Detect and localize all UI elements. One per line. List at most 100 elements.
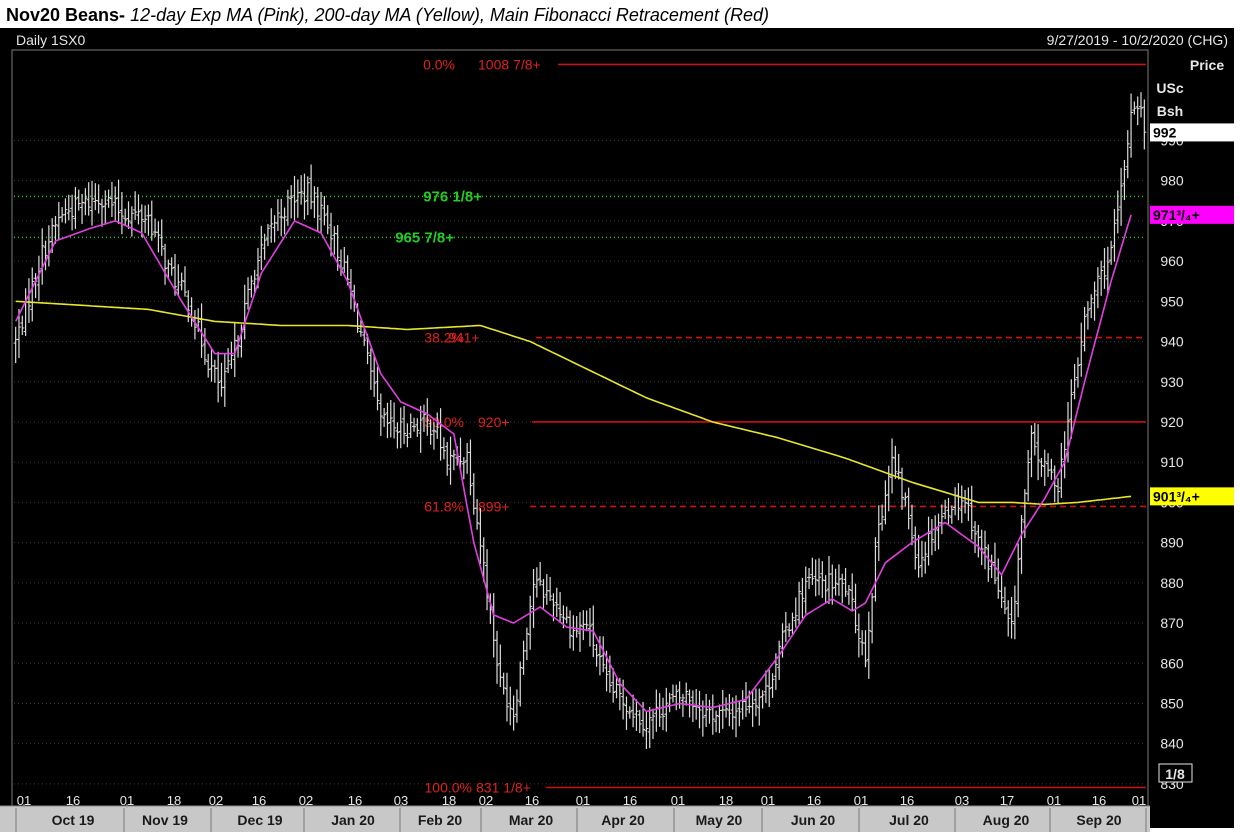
price-bar — [375, 366, 380, 411]
price-bar — [504, 672, 509, 722]
price-bar — [757, 688, 762, 726]
price-bar — [813, 559, 818, 597]
price-bar — [843, 567, 848, 597]
day-tick-label: 01 — [761, 793, 775, 808]
day-tick-label: 01 — [671, 793, 685, 808]
price-bar — [880, 504, 885, 531]
fib-level-label: 1008 7/8+ — [478, 56, 541, 72]
time-axis: 01 16 01 18 02 16 02 16 03 18 02 16 01 16 01 18 01 16 01 16… — [0, 793, 1150, 832]
chart-title-description: 12-day Exp MA (Pink), 200-day MA (Yellow… — [125, 5, 769, 25]
fib-level-label: 941+ — [448, 330, 480, 346]
price-bar — [431, 422, 436, 450]
price-bar — [99, 198, 104, 227]
price-bar — [966, 487, 971, 521]
price-bar — [358, 320, 363, 337]
month-label: Oct 19 — [52, 812, 95, 828]
price-bar — [1019, 515, 1024, 574]
price-bar — [1119, 167, 1124, 226]
day-tick-label: 16 — [807, 793, 821, 808]
price-bar — [568, 610, 573, 649]
price-bar — [973, 521, 978, 554]
price-bar — [1099, 260, 1104, 296]
price-bar — [753, 688, 758, 717]
price-bar — [1089, 294, 1094, 319]
ema12-line — [14, 214, 1132, 713]
price-bar — [415, 418, 420, 437]
price-bar — [979, 529, 984, 566]
price-bar — [787, 623, 792, 638]
price-bar — [601, 636, 606, 673]
price-bar — [1085, 301, 1090, 330]
price-bar — [372, 354, 377, 397]
fraction-box — [1158, 763, 1193, 783]
price-bar — [647, 706, 652, 749]
price-bar — [697, 690, 702, 729]
month-label: Jun 20 — [791, 812, 836, 828]
price-bar — [790, 612, 795, 635]
price-bar — [687, 689, 692, 718]
price-bar — [468, 439, 473, 496]
price-bar — [116, 179, 121, 224]
chart-background — [0, 28, 1234, 828]
price-bar — [322, 196, 327, 226]
price-bar — [919, 540, 924, 578]
price-bar — [495, 630, 500, 684]
price-bar — [541, 578, 546, 609]
price-bar — [265, 223, 270, 247]
price-bar — [226, 348, 231, 374]
price-bar — [737, 700, 742, 727]
price-bar — [783, 611, 788, 642]
price-tick-label: 870 — [1160, 615, 1184, 631]
price-bar — [146, 204, 151, 236]
price-bar — [305, 176, 310, 216]
day-tick-label: 18 — [442, 793, 456, 808]
price-bar — [634, 699, 639, 731]
price-bar — [704, 693, 709, 727]
price-bar — [724, 697, 729, 718]
month-label: Dec 19 — [237, 812, 282, 828]
price-tick-label: 940 — [1160, 334, 1184, 350]
price-bar — [1056, 478, 1061, 504]
price-bar — [289, 185, 294, 219]
price-bar — [176, 264, 181, 296]
last-price-tag-label: 992 — [1153, 124, 1177, 140]
price-bar — [133, 191, 138, 220]
price-bar — [909, 504, 914, 546]
price-bar — [106, 189, 111, 208]
price-bar — [222, 353, 227, 407]
price-bar — [392, 402, 397, 439]
price-bar — [90, 180, 95, 226]
price-bar — [684, 682, 689, 706]
day-tick-label: 16 — [900, 793, 914, 808]
price-bar — [1122, 159, 1127, 201]
price-bar — [800, 577, 805, 619]
price-bar — [797, 581, 802, 625]
price-bar — [1002, 586, 1007, 615]
price-bar — [481, 537, 486, 582]
price-bar — [949, 505, 954, 524]
price-bar — [803, 566, 808, 614]
price-bar — [943, 499, 948, 520]
chart-header-right: 9/27/2019 - 10/2/2020 (CHG) — [1047, 32, 1228, 48]
day-tick-label: 17 — [1000, 793, 1014, 808]
price-bar — [1115, 190, 1120, 234]
price-bars — [13, 92, 1147, 749]
price-bar — [103, 190, 108, 225]
price-bar — [518, 661, 523, 707]
price-chart[interactable]: Daily 1SX0 9/27/2019 - 10/2/2020 (CHG) 0… — [0, 28, 1240, 832]
price-bar — [395, 422, 400, 449]
fib-level-label: 920+ — [478, 414, 510, 430]
price-bar — [1135, 96, 1140, 126]
price-axis-label-line-2: USc — [1156, 80, 1183, 96]
time-axis-background — [0, 806, 1150, 832]
price-bar — [584, 610, 589, 632]
price-bar — [554, 587, 559, 617]
fib-extension-label: 976 1/8+ — [423, 188, 482, 205]
grid-lines — [14, 139, 1146, 785]
day-tick-label: 18 — [167, 793, 181, 808]
month-label: Sep 20 — [1076, 812, 1121, 828]
price-bar — [876, 505, 881, 561]
price-bar — [651, 708, 656, 740]
price-tick-label: 840 — [1160, 736, 1184, 752]
price-tick-label: 930 — [1160, 374, 1184, 390]
